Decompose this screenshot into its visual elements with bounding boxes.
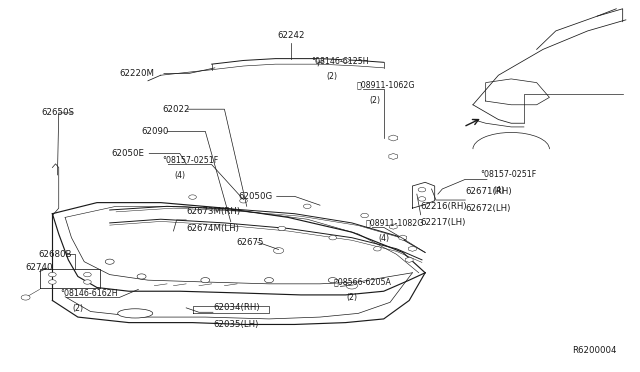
Text: 62035(LH): 62035(LH) (213, 320, 259, 328)
Circle shape (201, 278, 210, 283)
Text: °08157-0251F: °08157-0251F (481, 170, 537, 179)
Text: °08146-6162H: °08146-6162H (60, 289, 118, 298)
Text: (4): (4) (379, 234, 390, 243)
Text: 62242: 62242 (278, 31, 305, 40)
Circle shape (49, 272, 56, 277)
Circle shape (418, 187, 426, 192)
Text: 62675: 62675 (236, 238, 264, 247)
Text: 62674M(LH): 62674M(LH) (186, 224, 239, 232)
Circle shape (189, 195, 196, 199)
Text: 62090: 62090 (141, 127, 169, 136)
Text: 62671(RH): 62671(RH) (465, 187, 512, 196)
Circle shape (329, 235, 337, 240)
Circle shape (374, 247, 381, 251)
Circle shape (240, 199, 247, 203)
Text: °08157-0251F: °08157-0251F (162, 155, 218, 164)
Text: R6200004: R6200004 (572, 346, 616, 355)
Text: (2): (2) (326, 72, 337, 81)
Circle shape (84, 272, 92, 277)
Text: (2): (2) (73, 304, 84, 313)
Circle shape (105, 259, 114, 264)
Text: 62050G: 62050G (239, 192, 273, 201)
Text: 62740: 62740 (26, 263, 53, 272)
Text: 62680B: 62680B (38, 250, 72, 259)
Circle shape (84, 280, 92, 284)
Circle shape (21, 295, 30, 300)
Circle shape (303, 204, 311, 209)
Circle shape (418, 197, 426, 201)
Circle shape (346, 282, 358, 289)
Ellipse shape (118, 309, 153, 318)
Circle shape (342, 58, 349, 62)
Text: 62650S: 62650S (41, 108, 74, 118)
Circle shape (278, 226, 285, 231)
Text: ⓝ08911-1082G: ⓝ08911-1082G (366, 218, 424, 227)
Circle shape (137, 274, 146, 279)
Text: °08146-6125H: °08146-6125H (312, 57, 369, 66)
Text: (2): (2) (347, 293, 358, 302)
Text: Ⓝ08566-6205A: Ⓝ08566-6205A (334, 278, 392, 286)
Text: 62217(LH): 62217(LH) (420, 218, 466, 228)
Circle shape (361, 213, 369, 218)
Text: 62673M(RH): 62673M(RH) (186, 207, 240, 216)
Text: ⓝ08911-1062G: ⓝ08911-1062G (357, 80, 415, 89)
Text: 62672(LH): 62672(LH) (465, 204, 511, 213)
Text: 62034(RH): 62034(RH) (213, 303, 260, 312)
Circle shape (328, 278, 337, 283)
Circle shape (316, 58, 324, 62)
Text: (4): (4) (175, 171, 186, 180)
Circle shape (264, 278, 273, 283)
Text: 62050E: 62050E (111, 149, 144, 158)
Text: 62022: 62022 (162, 105, 189, 114)
Circle shape (49, 280, 56, 284)
Text: (4): (4) (493, 186, 504, 195)
Circle shape (273, 248, 284, 254)
Text: 62216(RH): 62216(RH) (420, 202, 467, 211)
Text: (2): (2) (370, 96, 381, 105)
Text: 62220M: 62220M (119, 69, 154, 78)
